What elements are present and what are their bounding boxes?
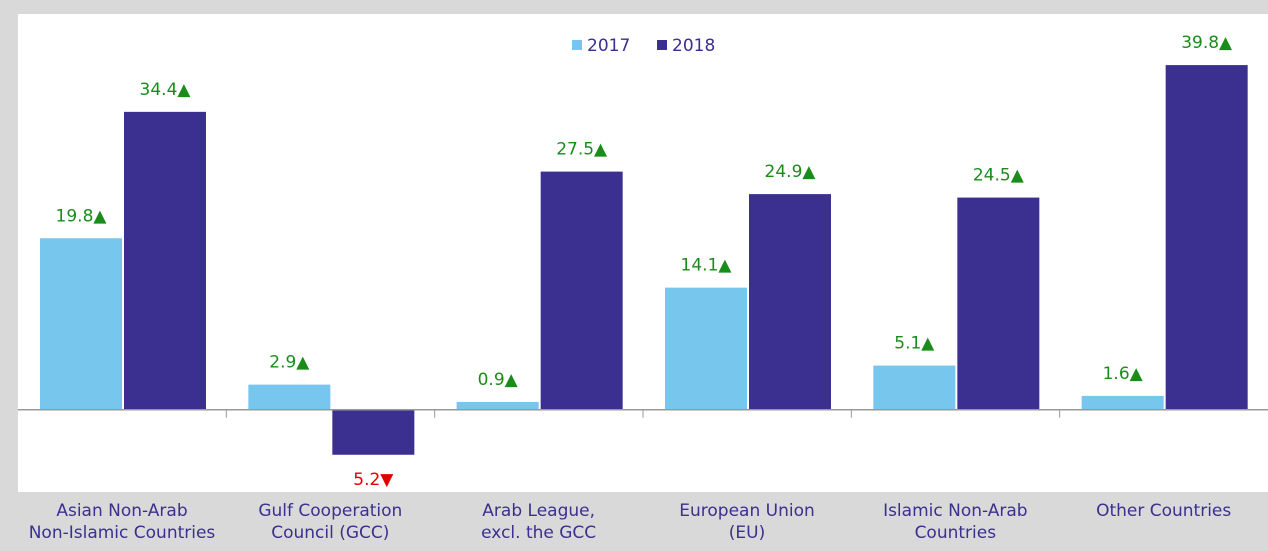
x-tick-label: European Union (EU) <box>679 501 815 543</box>
bar <box>1165 65 1248 410</box>
bar <box>540 171 623 410</box>
data-label: 19.8▲ <box>56 206 108 226</box>
data-label: 2.9▲ <box>269 353 310 373</box>
data-label: 27.5▲ <box>556 140 608 160</box>
x-tick-label: Arab League, excl. the GCC <box>481 501 597 543</box>
data-label: 39.8▲ <box>1181 33 1233 53</box>
bar <box>456 401 539 410</box>
bar <box>1081 395 1164 410</box>
bar <box>957 197 1040 410</box>
legend-label: 2017 <box>587 36 630 56</box>
data-label: 5.2▼ <box>353 470 394 490</box>
data-label: 0.9▲ <box>478 370 519 390</box>
bar <box>749 194 831 410</box>
x-tick-label: Other Countries <box>1096 501 1232 521</box>
bar <box>873 365 956 410</box>
x-tick-label: Islamic Non-Arab Countries <box>883 501 1028 543</box>
x-tick-label: Asian Non-Arab Non-Islamic Countries <box>28 501 216 543</box>
data-label: 24.9▲ <box>765 162 817 182</box>
data-label: 24.5▲ <box>973 166 1025 186</box>
bar <box>665 287 747 410</box>
legend-label: 2018 <box>672 36 715 56</box>
bar <box>124 111 206 410</box>
data-label: 14.1▲ <box>681 256 733 276</box>
bar <box>248 384 331 410</box>
bar <box>332 409 415 455</box>
data-label: 5.1▲ <box>894 334 935 354</box>
data-label: 1.6▲ <box>1103 364 1144 384</box>
x-tick-label: Gulf Cooperation Council (GCC) <box>258 501 403 543</box>
legend-swatch <box>572 40 582 50</box>
data-label: 34.4▲ <box>140 80 192 100</box>
bar <box>40 238 122 410</box>
legend-swatch <box>657 40 667 50</box>
